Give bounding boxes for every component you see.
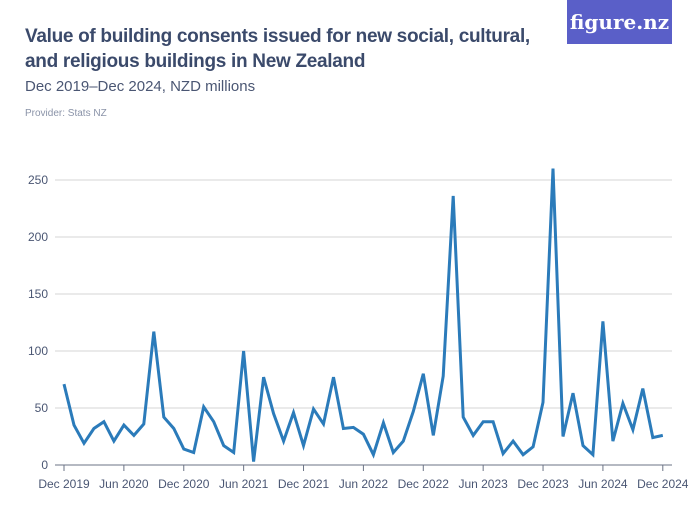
y-tick-label: 150 [28, 287, 48, 301]
provider-label: Provider: Stats NZ [25, 108, 107, 119]
y-tick-label: 100 [28, 344, 48, 358]
x-tick-label: Dec 2024 [637, 477, 689, 491]
chart-subtitle: Dec 2019–Dec 2024, NZD millions [25, 78, 256, 95]
x-tick-label: Jun 2024 [578, 477, 628, 491]
y-tick-label: 250 [28, 173, 48, 187]
y-tick-label: 50 [35, 401, 49, 415]
figure-nz-logo[interactable]: figure.nz [567, 0, 672, 44]
x-tick-label: Dec 2022 [398, 477, 450, 491]
x-tick-label: Jun 2020 [99, 477, 149, 491]
x-tick-label: Dec 2023 [517, 477, 569, 491]
x-tick-label: Jun 2022 [339, 477, 389, 491]
y-tick-label: 200 [28, 230, 48, 244]
y-tick-label: 0 [41, 458, 48, 472]
x-tick-label: Jun 2023 [458, 477, 508, 491]
data-line [62, 168, 664, 462]
chart-title: Value of building consents issued for ne… [25, 26, 530, 72]
x-tick-label: Dec 2019 [38, 477, 90, 491]
x-tick-label: Dec 2021 [278, 477, 330, 491]
x-tick-label: Jun 2021 [219, 477, 269, 491]
x-tick-label: Dec 2020 [158, 477, 210, 491]
